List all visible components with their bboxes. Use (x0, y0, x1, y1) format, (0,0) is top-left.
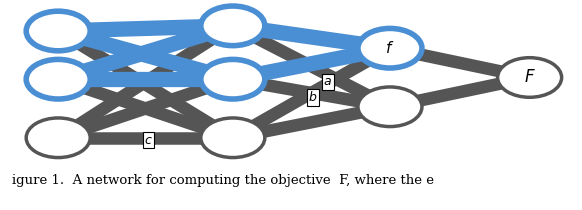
Text: $b$: $b$ (308, 90, 318, 104)
Text: $c$: $c$ (144, 134, 152, 147)
Ellipse shape (358, 28, 422, 68)
Ellipse shape (201, 59, 265, 99)
Ellipse shape (498, 58, 562, 97)
Text: $a$: $a$ (323, 75, 332, 88)
Ellipse shape (201, 118, 265, 158)
Text: $f$: $f$ (385, 40, 395, 56)
Text: igure 1.  A network for computing the objective  F, where the e: igure 1. A network for computing the obj… (12, 174, 434, 187)
Ellipse shape (201, 6, 265, 46)
Ellipse shape (26, 118, 90, 158)
Text: $F$: $F$ (524, 68, 535, 87)
Ellipse shape (26, 11, 90, 51)
Ellipse shape (26, 59, 90, 99)
Ellipse shape (358, 87, 422, 127)
